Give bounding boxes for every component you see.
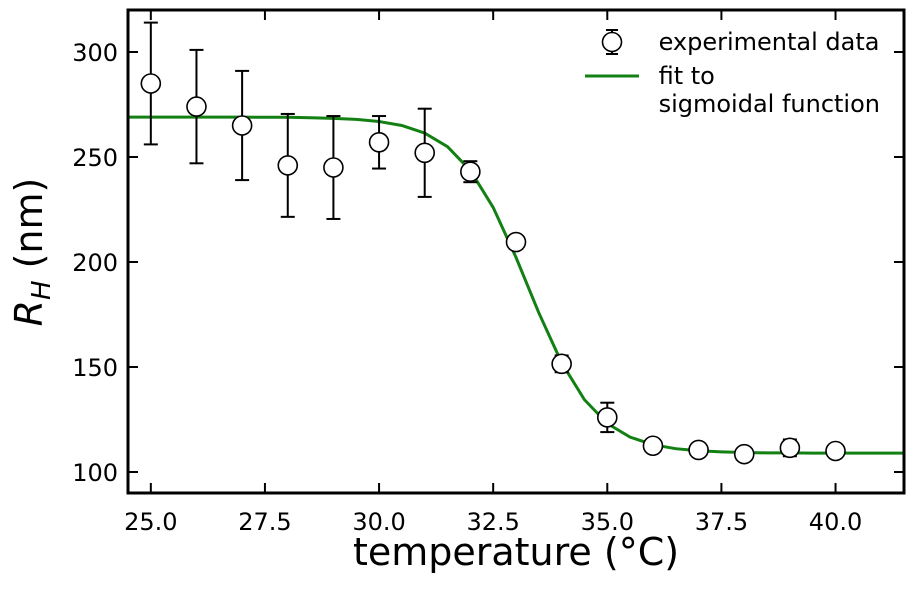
legend-label: experimental data bbox=[658, 28, 880, 56]
y-tick-label: 150 bbox=[72, 354, 118, 382]
legend-label: fit to sigmoidal function bbox=[658, 62, 880, 118]
legend-marker bbox=[601, 31, 622, 53]
x-tick-label: 27.5 bbox=[238, 508, 291, 536]
data-point bbox=[825, 440, 846, 462]
data-point bbox=[323, 157, 344, 178]
data-point bbox=[368, 132, 390, 153]
y-tick-label: 250 bbox=[72, 144, 118, 172]
x-tick-label: 32.5 bbox=[466, 508, 519, 536]
x-axis-label: temperature (°C) bbox=[353, 530, 679, 574]
y-label-symbol: R bbox=[7, 300, 51, 326]
x-tick-label: 40.0 bbox=[809, 508, 862, 536]
data-point bbox=[733, 443, 755, 465]
data-point bbox=[551, 353, 572, 375]
y-label-subscript: H bbox=[27, 280, 57, 300]
y-tick-label: 200 bbox=[72, 249, 118, 277]
data-point bbox=[642, 435, 664, 457]
data-point bbox=[186, 96, 207, 117]
data-point bbox=[414, 142, 436, 164]
legend: experimental data fit to sigmoidal functi… bbox=[583, 28, 880, 124]
y-tick-label: 300 bbox=[72, 39, 118, 67]
legend-entry: fit to sigmoidal function bbox=[583, 62, 880, 118]
legend-key bbox=[584, 74, 639, 78]
data-point bbox=[505, 231, 527, 253]
y-label-unit: (nm) bbox=[7, 178, 51, 269]
y-tick-label: 100 bbox=[72, 459, 118, 487]
legend-key bbox=[601, 29, 622, 55]
plot-frame bbox=[126, 8, 906, 495]
x-tick-label: 25.0 bbox=[124, 508, 177, 536]
data-point bbox=[460, 161, 481, 182]
data-point bbox=[231, 115, 253, 136]
legend-entry: experimental data bbox=[583, 28, 880, 56]
data-point bbox=[596, 407, 618, 428]
data-point bbox=[277, 155, 299, 176]
x-tick-label: 35.0 bbox=[581, 508, 634, 536]
fit-line bbox=[128, 115, 904, 455]
data-point bbox=[140, 73, 162, 94]
data-point bbox=[688, 439, 709, 461]
x-tick-label: 37.5 bbox=[695, 508, 748, 536]
y-axis-label: RH (nm) bbox=[7, 178, 57, 327]
x-tick-label: 30.0 bbox=[352, 508, 405, 536]
data-point bbox=[779, 437, 801, 459]
